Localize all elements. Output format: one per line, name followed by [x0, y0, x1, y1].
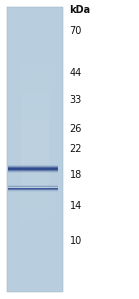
Bar — [21, 93, 49, 107]
Text: 33: 33 — [70, 95, 82, 105]
Text: 44: 44 — [70, 68, 82, 78]
Bar — [21, 7, 49, 22]
Bar — [21, 135, 49, 150]
Bar — [21, 79, 49, 93]
Text: 10: 10 — [70, 236, 82, 246]
Text: 70: 70 — [70, 26, 82, 36]
Bar — [21, 22, 49, 36]
Bar — [21, 50, 49, 64]
Bar — [21, 249, 49, 263]
Bar — [21, 150, 49, 164]
Bar — [21, 107, 49, 121]
Text: 14: 14 — [70, 201, 82, 211]
Text: 26: 26 — [70, 123, 82, 134]
Bar — [21, 277, 49, 292]
Bar — [21, 221, 49, 235]
Bar — [21, 192, 49, 206]
Bar — [7, 7, 63, 292]
Bar — [21, 206, 49, 221]
Bar — [21, 64, 49, 79]
Text: kDa: kDa — [70, 5, 91, 16]
Bar — [21, 164, 49, 178]
Bar — [21, 235, 49, 249]
Text: 22: 22 — [70, 144, 82, 155]
Bar — [21, 263, 49, 277]
Bar — [21, 36, 49, 50]
Text: 18: 18 — [70, 170, 82, 180]
Bar — [21, 121, 49, 135]
Bar — [21, 178, 49, 192]
